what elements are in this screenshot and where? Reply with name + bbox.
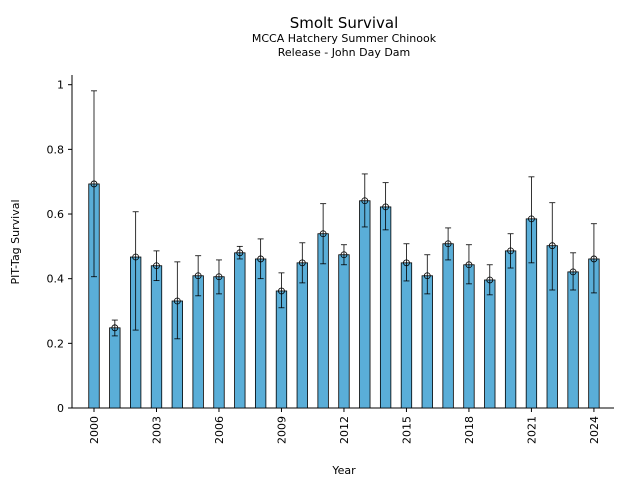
bar bbox=[463, 264, 475, 409]
point-marker bbox=[486, 276, 494, 284]
y-tick-label: 0.4 bbox=[47, 273, 65, 286]
bar bbox=[504, 250, 517, 409]
bar bbox=[421, 275, 433, 409]
point-marker bbox=[278, 287, 285, 295]
point-marker bbox=[111, 324, 119, 332]
point-marker bbox=[403, 259, 410, 267]
point-marker bbox=[132, 253, 140, 261]
x-tick-label: 2012 bbox=[338, 416, 351, 444]
point-marker bbox=[423, 272, 431, 280]
point-marker bbox=[507, 247, 515, 255]
point-marker bbox=[153, 262, 160, 270]
chart-title: Smolt Survival bbox=[290, 14, 399, 32]
point-marker bbox=[528, 215, 535, 223]
x-tick-label: 2021 bbox=[525, 416, 538, 444]
bar bbox=[150, 265, 163, 409]
point-marker bbox=[548, 242, 556, 250]
point-marker bbox=[590, 255, 598, 263]
x-tick-label: 2018 bbox=[463, 416, 476, 444]
bar bbox=[296, 262, 308, 409]
bar bbox=[484, 279, 496, 409]
y-tick-label: 0.2 bbox=[47, 337, 65, 350]
point-marker bbox=[382, 203, 390, 211]
bar bbox=[567, 271, 579, 409]
y-tick-label: 0 bbox=[57, 402, 64, 415]
y-axis-label: PIT-Tag Survival bbox=[9, 199, 22, 284]
bar bbox=[109, 327, 121, 409]
point-marker bbox=[465, 261, 473, 269]
point-marker bbox=[340, 251, 348, 259]
point-marker bbox=[257, 255, 265, 263]
x-axis-label: Year bbox=[331, 464, 356, 477]
x-tick-label: 2003 bbox=[150, 416, 163, 444]
y-tick-label: 0.6 bbox=[47, 208, 65, 221]
chart-subtitle: Release - John Day Dam bbox=[278, 46, 411, 59]
y-tick-label: 1 bbox=[57, 79, 64, 92]
point-marker bbox=[173, 297, 181, 305]
point-marker bbox=[298, 259, 306, 267]
y-tick-label: 0.8 bbox=[47, 143, 65, 156]
x-tick-label: 2009 bbox=[275, 416, 288, 444]
point-marker bbox=[361, 197, 369, 205]
bar bbox=[275, 290, 288, 409]
point-marker bbox=[236, 249, 244, 257]
point-marker bbox=[215, 273, 223, 281]
x-tick-label: 2000 bbox=[88, 416, 101, 444]
point-marker bbox=[319, 230, 327, 238]
point-marker bbox=[90, 180, 98, 188]
bar bbox=[379, 206, 392, 409]
x-tick-label: 2006 bbox=[213, 416, 226, 444]
bar bbox=[213, 276, 225, 409]
bar bbox=[359, 200, 371, 409]
x-tick-label: 2015 bbox=[400, 416, 413, 444]
bar bbox=[338, 254, 350, 409]
bar bbox=[234, 252, 246, 409]
bar bbox=[442, 243, 454, 409]
point-marker bbox=[569, 268, 577, 276]
x-tick-label: 2024 bbox=[588, 416, 601, 444]
chart-subtitle: MCCA Hatchery Summer Chinook bbox=[252, 32, 437, 45]
bar bbox=[254, 258, 267, 409]
point-marker bbox=[194, 272, 202, 280]
bar bbox=[400, 262, 413, 409]
point-marker bbox=[444, 240, 452, 248]
